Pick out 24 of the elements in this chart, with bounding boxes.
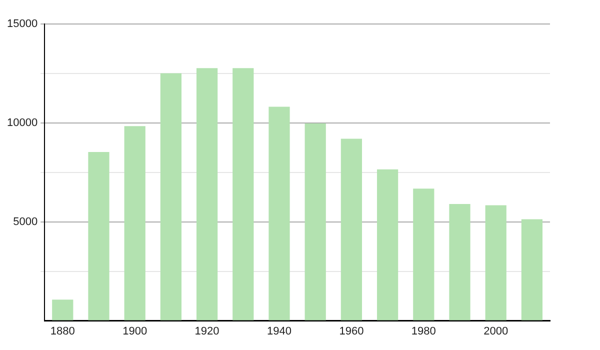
bar — [88, 152, 110, 320]
bar — [413, 188, 434, 320]
bar — [304, 123, 326, 320]
bar — [124, 126, 146, 320]
x-tick-label: 1960 — [339, 325, 364, 338]
bar — [485, 205, 506, 320]
y-tick-label: 15000 — [6, 18, 38, 30]
bar — [196, 68, 218, 320]
x-tick-label: 1980 — [411, 325, 436, 338]
x-tick-label: 1940 — [267, 325, 292, 338]
bar — [160, 73, 182, 320]
bar — [268, 106, 290, 320]
bar — [521, 219, 543, 320]
x-tick-label: 1900 — [122, 325, 148, 338]
x-tick-label: 2000 — [484, 325, 508, 338]
y-tick-label: 5000 — [13, 216, 38, 228]
bar — [340, 138, 362, 320]
bar — [449, 204, 470, 320]
x-tick-label: 1880 — [50, 325, 75, 338]
x-tick-label: 1920 — [194, 325, 220, 338]
y-tick-label: 10000 — [6, 116, 38, 129]
bar — [232, 68, 254, 320]
bar — [376, 169, 398, 320]
bar — [52, 300, 74, 320]
